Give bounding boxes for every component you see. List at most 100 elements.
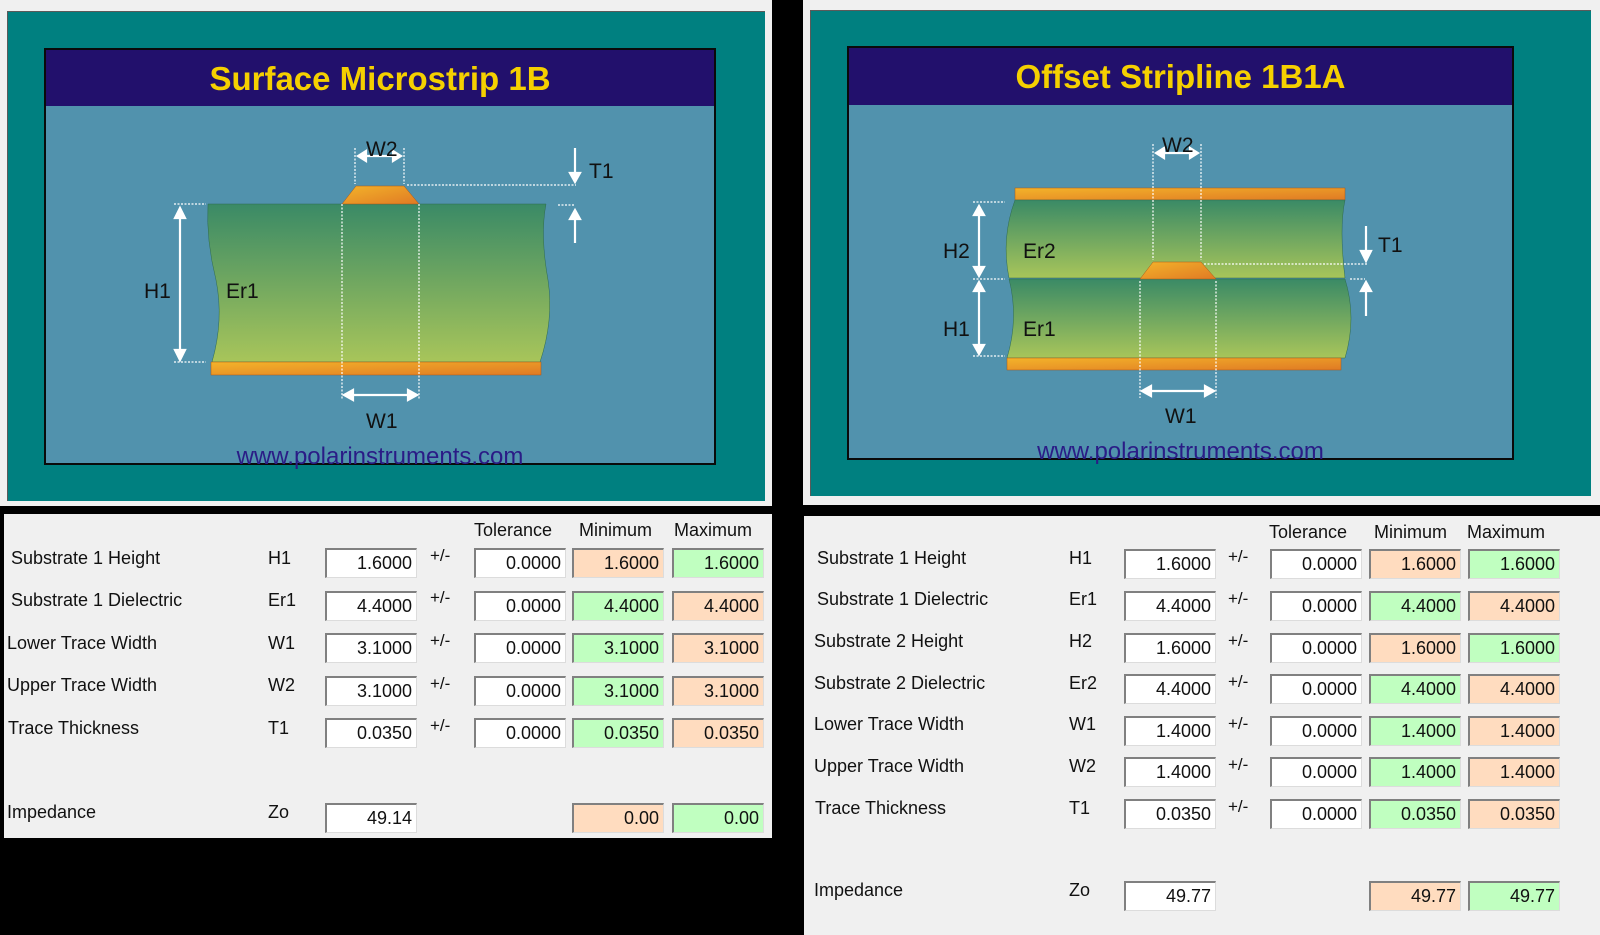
maximum-field-er1: 4.4000	[672, 591, 764, 621]
impedance-label: Impedance	[7, 802, 97, 822]
diagram-label-er2: Er2	[1023, 240, 1056, 263]
param-value-input-h2[interactable]: 1.6000	[1124, 633, 1216, 663]
tolerance-input-er2[interactable]: 0.0000	[1270, 674, 1362, 704]
tolerance-input-er1[interactable]: 0.0000	[474, 591, 566, 621]
param-symbol: W1	[1069, 714, 1096, 734]
left-structure-diagram: Surface Microstrip 1B	[44, 48, 716, 470]
plus-minus-label: +/-	[1228, 714, 1249, 733]
minimum-field-h1: 1.6000	[1369, 549, 1461, 579]
param-symbol: H1	[1069, 548, 1093, 568]
maximum-field-h2: 1.6000	[1468, 633, 1560, 663]
param-label: Lower Trace Width	[7, 633, 158, 653]
polar-instruments-url: www.polarinstruments.com	[1037, 438, 1324, 465]
left-parameter-panel: Tolerance Minimum Maximum Substrate 1 He…	[4, 514, 772, 838]
param-value-input-w2[interactable]: 3.1000	[325, 676, 417, 706]
param-value-input-er1[interactable]: 4.4000	[325, 591, 417, 621]
impedance-maximum-field: 0.00	[672, 803, 764, 833]
param-value-input-er2[interactable]: 4.4000	[1124, 674, 1216, 704]
impedance-symbol: Zo	[1069, 880, 1091, 900]
diagram-label-h1: H1	[144, 280, 171, 303]
tolerance-input-w2[interactable]: 0.0000	[1270, 757, 1362, 787]
param-value-input-w1[interactable]: 3.1000	[325, 633, 417, 663]
minimum-field-h1: 1.6000	[572, 548, 664, 578]
param-value-input-w2[interactable]: 1.4000	[1124, 757, 1216, 787]
header-minimum: Minimum	[1374, 522, 1448, 542]
tolerance-input-h1[interactable]: 0.0000	[1270, 549, 1362, 579]
param-label: Upper Trace Width	[7, 675, 158, 695]
plus-minus-label: +/-	[1228, 797, 1249, 816]
impedance-minimum-field: 0.00	[572, 803, 664, 833]
plus-minus-label: +/-	[430, 716, 451, 735]
maximum-field-w1: 3.1000	[672, 633, 764, 663]
plus-minus-label: +/-	[1228, 631, 1249, 650]
maximum-field-w2: 1.4000	[1468, 757, 1560, 787]
tolerance-input-t1[interactable]: 0.0000	[474, 718, 566, 748]
diagram-label-h2: H2	[943, 240, 970, 263]
plus-minus-label: +/-	[1228, 672, 1249, 691]
tolerance-input-er1[interactable]: 0.0000	[1270, 591, 1362, 621]
impedance-maximum-field: 49.77	[1468, 881, 1560, 911]
tolerance-input-w1[interactable]: 0.0000	[1270, 716, 1362, 746]
plus-minus-label: +/-	[430, 674, 451, 693]
tolerance-input-h1[interactable]: 0.0000	[474, 548, 566, 578]
maximum-field-h1: 1.6000	[1468, 549, 1560, 579]
tolerance-input-w2[interactable]: 0.0000	[474, 676, 566, 706]
minimum-field-w1: 3.1000	[572, 633, 664, 663]
header-tolerance: Tolerance	[1269, 522, 1348, 542]
right-diagram-teal-border: Offset Stripline 1B1A	[810, 10, 1591, 496]
minimum-field-er2: 4.4000	[1369, 674, 1461, 704]
plus-minus-label: +/-	[1228, 589, 1249, 608]
plus-minus-label: +/-	[430, 631, 451, 650]
param-symbol: H1	[268, 548, 292, 568]
right-structure-diagram: Offset Stripline 1B1A	[847, 46, 1514, 465]
param-symbol: Er2	[1069, 673, 1098, 693]
param-label: Substrate 1 Height	[11, 548, 161, 568]
offset-stripline-cross-section	[972, 144, 1373, 398]
header-maximum: Maximum	[1467, 522, 1546, 542]
param-symbol: Er1	[268, 590, 297, 610]
impedance-minimum-field: 49.77	[1369, 881, 1461, 911]
maximum-field-t1: 0.0350	[672, 718, 764, 748]
diagram-label-w1: W1	[366, 410, 398, 433]
maximum-field-t1: 0.0350	[1468, 799, 1560, 829]
minimum-field-t1: 0.0350	[572, 718, 664, 748]
header-maximum: Maximum	[674, 520, 753, 540]
param-value-input-er1[interactable]: 4.4000	[1124, 591, 1216, 621]
param-label: Substrate 1 Dielectric	[817, 589, 989, 609]
param-value-input-t1[interactable]: 0.0350	[1124, 799, 1216, 829]
impedance-label: Impedance	[814, 880, 904, 900]
maximum-field-h1: 1.6000	[672, 548, 764, 578]
maximum-field-er2: 4.4000	[1468, 674, 1560, 704]
diagram-label-w2: W2	[366, 138, 398, 161]
impedance-value-field[interactable]: 49.14	[325, 803, 417, 833]
minimum-field-w2: 1.4000	[1369, 757, 1461, 787]
param-value-input-h1[interactable]: 1.6000	[325, 548, 417, 578]
tolerance-input-t1[interactable]: 0.0000	[1270, 799, 1362, 829]
left-diagram-title: Surface Microstrip 1B	[46, 50, 714, 106]
tolerance-input-w1[interactable]: 0.0000	[474, 633, 566, 663]
minimum-field-h2: 1.6000	[1369, 633, 1461, 663]
param-value-input-t1[interactable]: 0.0350	[325, 718, 417, 748]
header-tolerance: Tolerance	[474, 520, 553, 540]
left-diagram-frame: Surface Microstrip 1B	[0, 0, 772, 506]
right-parameter-panel: Tolerance Minimum Maximum Substrate 1 He…	[804, 516, 1600, 935]
right-diagram-title: Offset Stripline 1B1A	[849, 48, 1512, 105]
param-label: Trace Thickness	[815, 798, 947, 818]
param-symbol: H2	[1069, 631, 1093, 651]
tolerance-input-h2[interactable]: 0.0000	[1270, 633, 1362, 663]
param-value-input-h1[interactable]: 1.6000	[1124, 549, 1216, 579]
header-minimum: Minimum	[579, 520, 653, 540]
param-symbol: T1	[268, 718, 290, 738]
left-diagram-teal-border: Surface Microstrip 1B	[7, 11, 765, 501]
polar-instruments-url: www.polarinstruments.com	[236, 443, 524, 470]
diagram-label-w1: W1	[1165, 405, 1197, 428]
param-symbol: T1	[1069, 798, 1091, 818]
param-label: Lower Trace Width	[814, 714, 965, 734]
impedance-value-field[interactable]: 49.77	[1124, 881, 1216, 911]
param-value-input-w1[interactable]: 1.4000	[1124, 716, 1216, 746]
surface-microstrip-cross-section	[173, 148, 582, 402]
param-label: Substrate 2 Dielectric	[814, 673, 986, 693]
param-label: Substrate 1 Height	[817, 548, 967, 568]
param-label: Trace Thickness	[8, 718, 140, 738]
maximum-field-er1: 4.4000	[1468, 591, 1560, 621]
